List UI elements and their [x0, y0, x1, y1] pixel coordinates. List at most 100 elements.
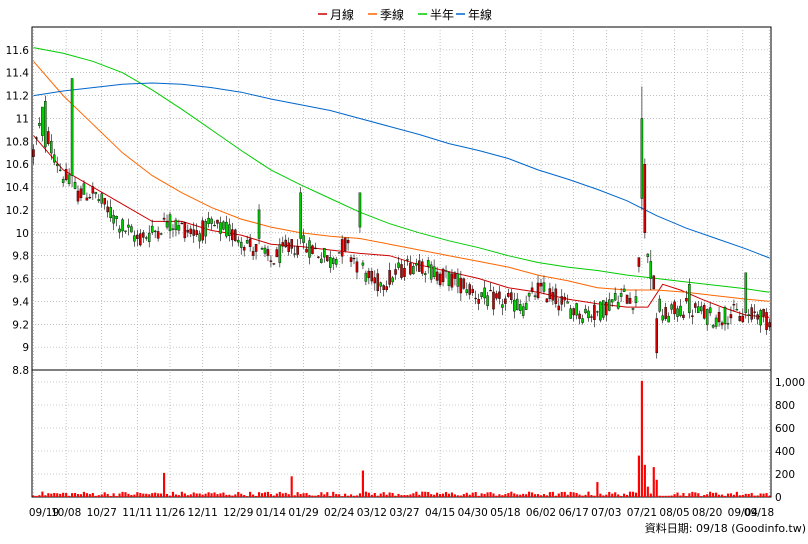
candle-body	[397, 262, 400, 268]
candle-body	[566, 301, 569, 304]
candle-body	[263, 247, 267, 254]
volume-bar	[513, 493, 516, 497]
candle-body	[85, 197, 89, 201]
volume-bar	[424, 491, 427, 497]
volume-bar	[516, 494, 519, 497]
candle-body	[219, 222, 222, 234]
price-tick-label: 10.6	[6, 159, 30, 171]
candle-body	[225, 221, 228, 237]
volume-bar	[400, 495, 403, 497]
candle-body	[367, 270, 371, 278]
candle-body	[708, 307, 712, 314]
volume-bar	[139, 492, 142, 497]
volume-bar	[355, 495, 359, 497]
date-tick-label: 02/24	[324, 507, 355, 519]
volume-bar	[38, 495, 41, 497]
candle-body	[373, 277, 377, 284]
volume-bar	[266, 491, 270, 497]
candle-body	[575, 303, 578, 316]
volume-bar	[640, 380, 643, 497]
volume-bar	[447, 493, 451, 497]
candle-body	[694, 303, 697, 308]
volume-bar	[631, 491, 635, 497]
candle-body	[652, 275, 656, 290]
candle-body	[578, 313, 581, 319]
candle-body	[136, 234, 139, 239]
volume-bar	[465, 492, 468, 497]
volume-bar	[703, 494, 706, 497]
candle-body	[343, 237, 347, 251]
candle-body	[426, 260, 430, 267]
volume-bar	[587, 491, 590, 497]
candle-body	[144, 237, 148, 239]
candle-body	[349, 257, 353, 262]
candle-body	[762, 308, 765, 317]
candle-body	[510, 292, 513, 300]
candle-body	[346, 239, 350, 244]
volume-bar	[335, 494, 338, 497]
volume-bar	[602, 495, 605, 497]
volume-bar	[599, 493, 602, 497]
candle-body	[242, 247, 246, 251]
candle-body	[444, 270, 448, 272]
volume-bar	[145, 493, 148, 497]
date-tick-label: 01/29	[288, 507, 318, 519]
candle-body	[459, 277, 463, 294]
candle-body	[587, 310, 590, 319]
volume-bar	[628, 491, 632, 497]
volume-bar	[697, 493, 700, 497]
candle-body	[106, 206, 109, 213]
candle-body	[337, 252, 341, 254]
candle-body	[290, 239, 293, 249]
volume-bar	[741, 494, 744, 497]
volume-bar	[302, 493, 305, 497]
candle-body	[563, 296, 567, 301]
candle-body	[124, 230, 127, 232]
volume-bar	[480, 493, 483, 497]
candle-body	[121, 219, 124, 232]
volume-bar	[444, 492, 448, 497]
volume-bar	[361, 470, 364, 497]
volume-bar	[450, 492, 454, 497]
price-tick-label: 10.8	[6, 136, 29, 148]
volume-bar	[275, 493, 278, 497]
candle-body	[162, 217, 166, 220]
candle-body	[44, 101, 47, 148]
candle-body	[213, 224, 216, 227]
candle-body	[239, 241, 243, 248]
legend-label: 月線	[330, 7, 354, 22]
candle-body	[236, 239, 240, 243]
volume-bar	[326, 492, 329, 497]
candle-body	[73, 182, 77, 189]
candle-body	[254, 244, 258, 252]
candle-body	[79, 188, 83, 199]
price-tick-label: 11.2	[6, 91, 29, 103]
candle-body	[388, 270, 391, 285]
candle-body	[593, 304, 596, 320]
candle-body	[406, 259, 409, 261]
volume-bar	[430, 494, 433, 497]
volume-bar	[121, 491, 124, 497]
candle-body	[551, 292, 555, 301]
volume-bar	[501, 495, 504, 497]
volume-bar	[222, 492, 225, 497]
candle-body	[569, 308, 572, 319]
candle-body	[765, 312, 768, 330]
volume-bar	[732, 494, 735, 497]
volume-bar	[133, 494, 136, 497]
date-tick-label: 10/08	[51, 507, 81, 519]
candle-body	[180, 222, 184, 225]
candle-body	[486, 295, 489, 307]
candle-body	[260, 248, 264, 250]
candle-body	[456, 273, 460, 287]
volume-bar	[415, 491, 418, 497]
candle-body	[248, 238, 252, 247]
candle-body	[251, 251, 255, 256]
volume-bar	[109, 495, 112, 497]
candle-body	[421, 261, 424, 274]
candle-body	[204, 220, 207, 237]
candle-body	[266, 249, 270, 256]
candle-body	[533, 295, 537, 297]
price-tick-label: 8.8	[12, 365, 29, 377]
